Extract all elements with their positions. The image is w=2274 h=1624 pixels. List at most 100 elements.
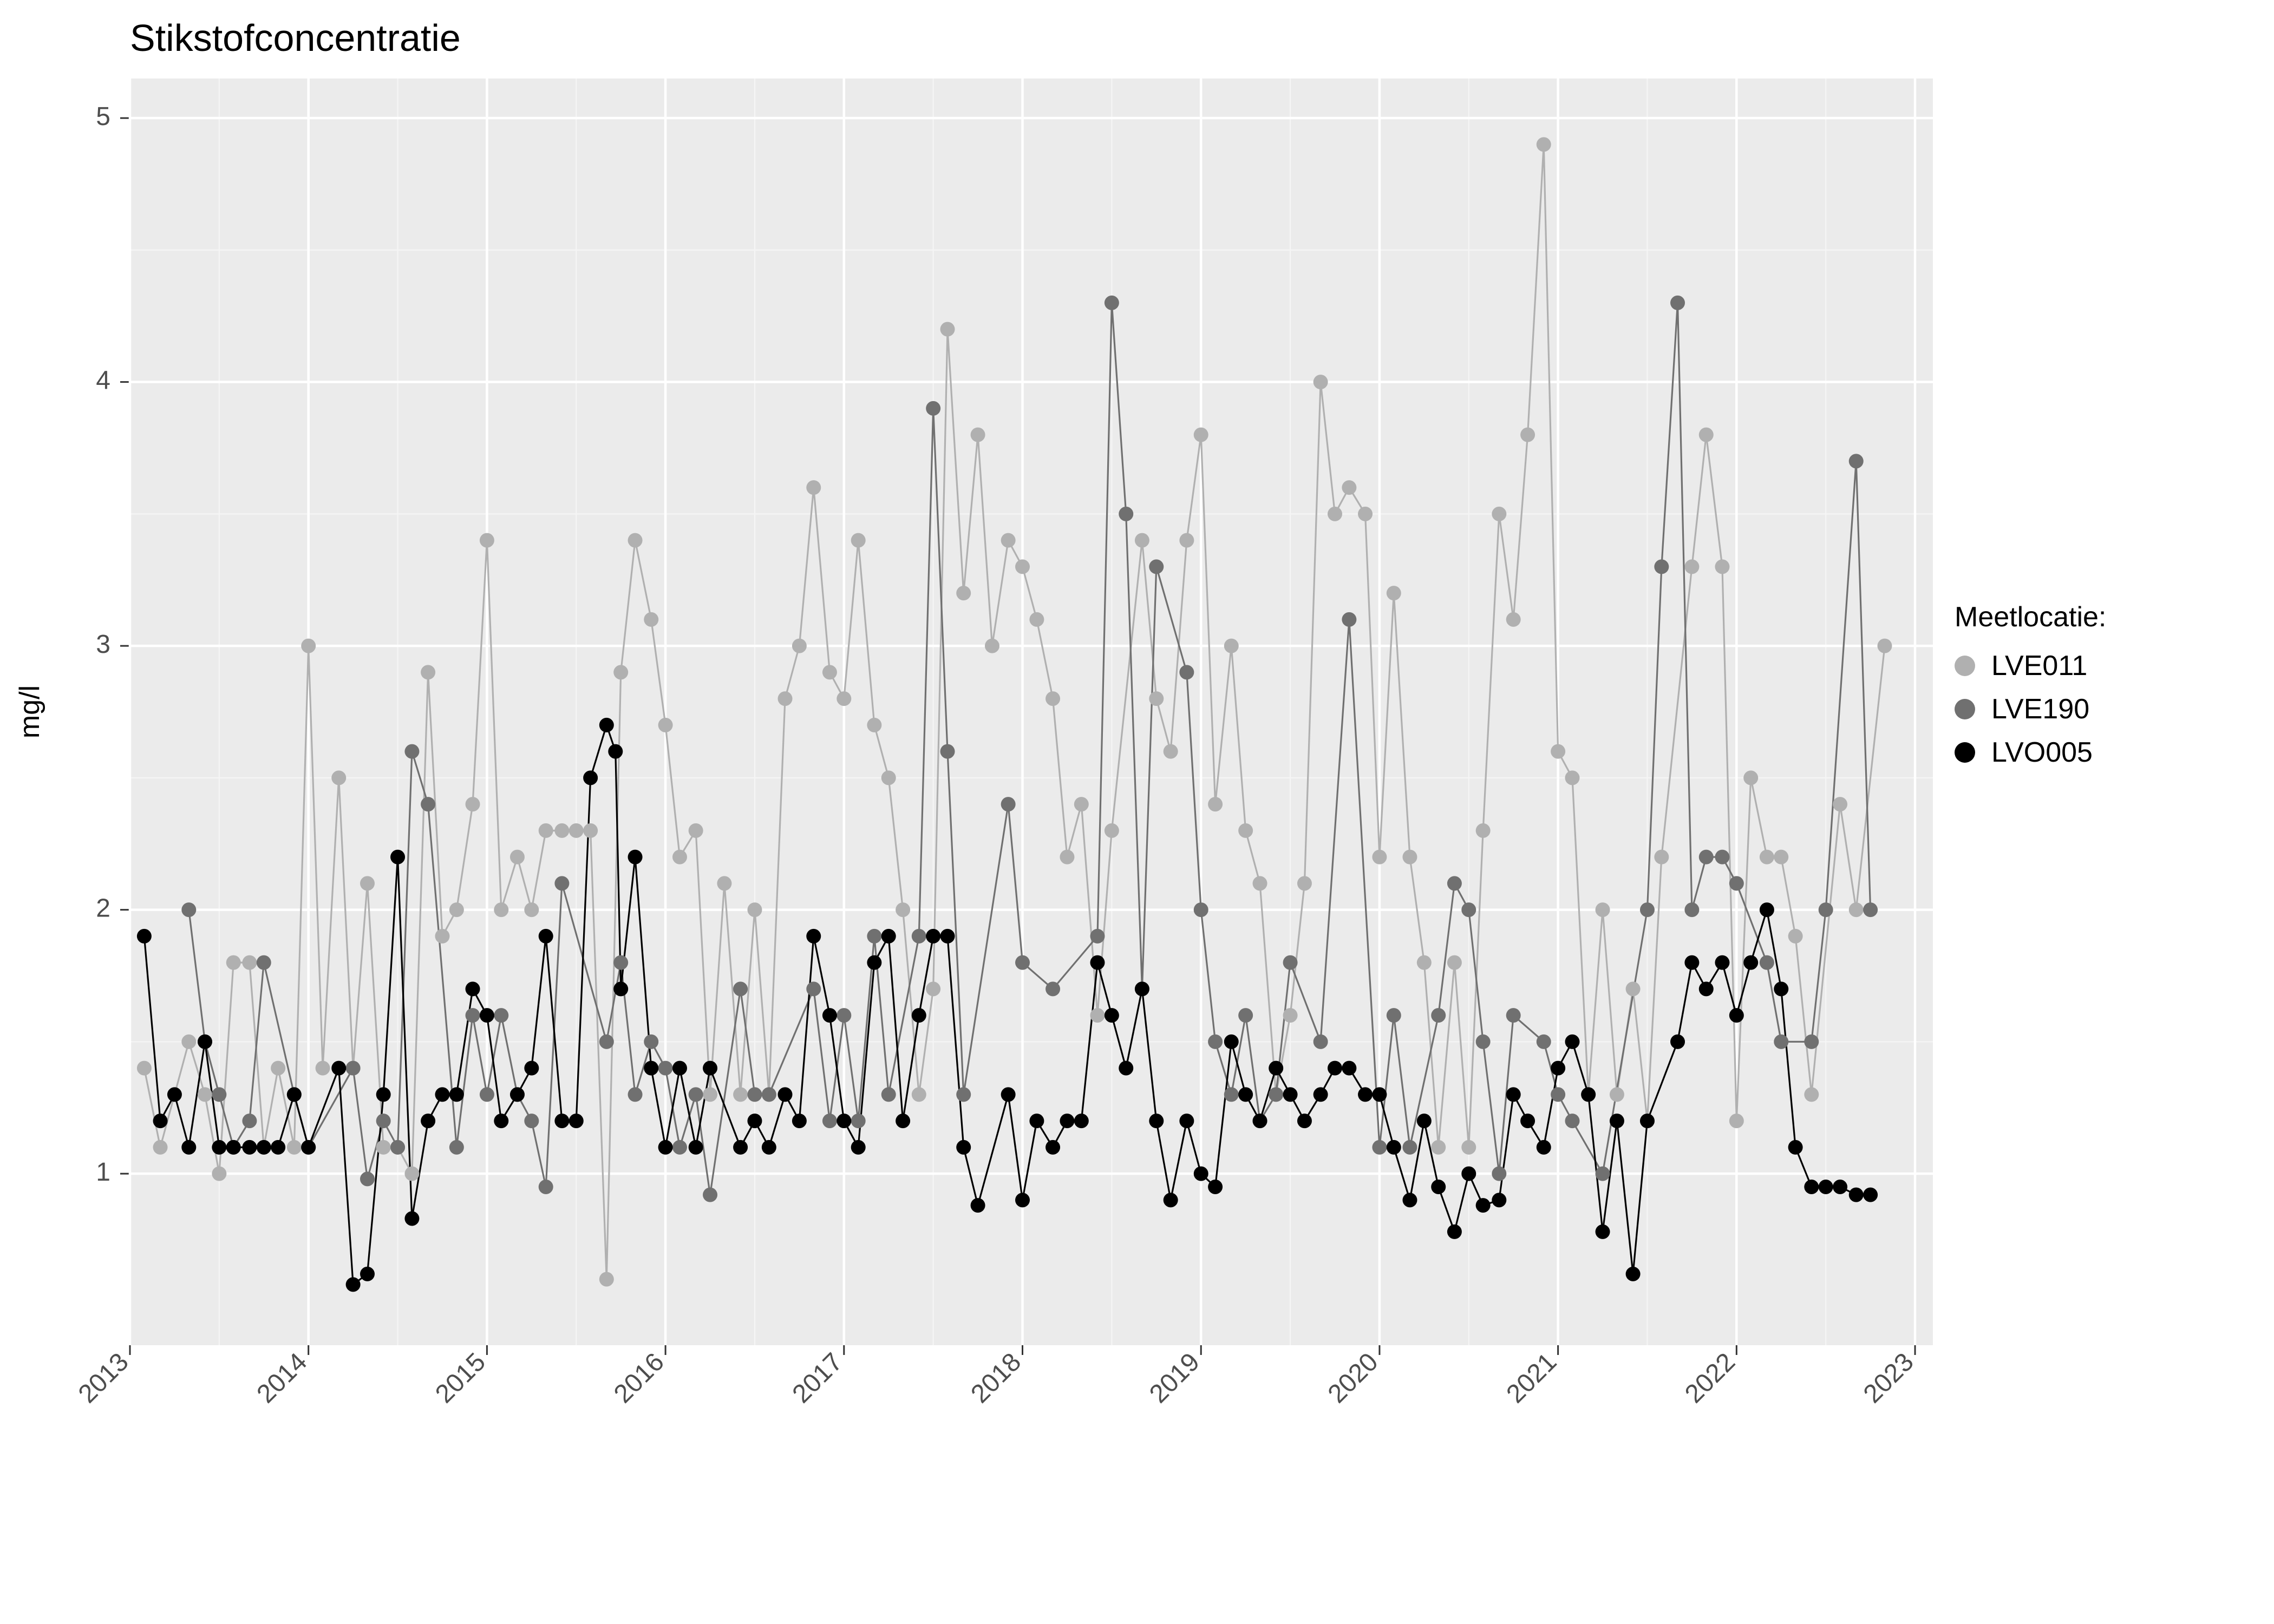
data-point [376, 1140, 391, 1155]
x-tick-label: 2016 [609, 1347, 670, 1409]
data-point [1520, 1114, 1535, 1128]
data-point [1431, 1180, 1446, 1194]
data-point [926, 981, 940, 996]
data-point [1074, 797, 1089, 811]
data-point [1224, 1034, 1239, 1049]
data-point [762, 1087, 776, 1102]
data-point [822, 1114, 837, 1128]
data-point [257, 955, 271, 970]
x-tick-label: 2020 [1323, 1347, 1384, 1409]
data-point [1402, 850, 1417, 865]
data-point [628, 533, 643, 548]
data-point [1447, 1224, 1462, 1239]
data-point [1581, 1087, 1596, 1102]
data-point [316, 1061, 330, 1076]
data-point [747, 1114, 762, 1128]
data-point [1208, 1180, 1223, 1194]
data-point [628, 1087, 643, 1102]
data-point [167, 1087, 182, 1102]
data-point [940, 744, 955, 759]
data-point [1238, 1008, 1253, 1023]
legend-label: LVO005 [1991, 736, 2093, 769]
data-point [466, 797, 480, 811]
data-point [658, 1061, 673, 1076]
data-point [1090, 929, 1105, 944]
data-point [1551, 1061, 1565, 1076]
data-point [198, 1087, 212, 1102]
data-point [689, 823, 703, 838]
data-point [1506, 1008, 1521, 1023]
data-point [1135, 533, 1149, 548]
data-point [1699, 428, 1714, 442]
data-point [658, 1140, 673, 1155]
data-point [242, 955, 257, 970]
data-point [837, 1008, 851, 1023]
data-point [1520, 428, 1535, 442]
data-point [778, 691, 793, 706]
data-point [539, 1180, 553, 1194]
plot-area: 1234520132014201520162017201820192020202… [76, 78, 1987, 1518]
data-point [287, 1087, 302, 1102]
data-point [1342, 612, 1356, 627]
data-point [1328, 1061, 1342, 1076]
data-point [421, 797, 435, 811]
data-point [837, 1114, 851, 1128]
data-point [1537, 1034, 1551, 1049]
data-point [733, 1140, 748, 1155]
data-point [1208, 1034, 1223, 1049]
data-point [1149, 691, 1164, 706]
legend-swatch [1955, 742, 1975, 763]
data-point [449, 1140, 464, 1155]
data-point [435, 929, 449, 944]
data-point [181, 902, 196, 917]
data-point [1372, 850, 1387, 865]
data-point [1699, 850, 1714, 865]
data-point [1105, 296, 1119, 310]
data-point [404, 1212, 419, 1226]
data-point [226, 955, 241, 970]
data-point [1551, 1087, 1565, 1102]
data-point [569, 823, 584, 838]
data-point [480, 533, 494, 548]
data-point [181, 1140, 196, 1155]
data-point [1387, 1140, 1401, 1155]
data-point [1565, 1114, 1580, 1128]
data-point [1105, 823, 1119, 838]
data-point [599, 1034, 614, 1049]
data-point [1447, 955, 1462, 970]
data-point [703, 1087, 717, 1102]
data-point [613, 665, 628, 679]
data-point [404, 1167, 419, 1181]
data-point [301, 1140, 316, 1155]
data-point [644, 612, 658, 627]
data-point [896, 1114, 910, 1128]
data-point [1492, 1167, 1506, 1181]
data-point [1358, 507, 1373, 521]
data-point [346, 1061, 361, 1076]
data-point [1877, 639, 1892, 653]
data-point [569, 1114, 584, 1128]
data-point [1596, 1167, 1610, 1181]
data-point [881, 929, 896, 944]
data-point [1238, 823, 1253, 838]
data-point [1029, 612, 1044, 627]
y-axis-label: mg/l [14, 685, 46, 738]
data-point [390, 1140, 405, 1155]
data-point [510, 850, 525, 865]
data-point [212, 1140, 226, 1155]
data-point [554, 823, 569, 838]
data-point [599, 1272, 614, 1287]
data-point [390, 850, 405, 865]
data-point [940, 322, 955, 337]
data-point [198, 1034, 212, 1049]
data-point [956, 1140, 971, 1155]
x-tick-label: 2018 [965, 1347, 1027, 1409]
data-point [153, 1140, 168, 1155]
data-point [837, 691, 851, 706]
data-point [912, 1008, 926, 1023]
data-point [1715, 955, 1729, 970]
data-point [912, 1087, 926, 1102]
data-point [762, 1140, 776, 1155]
data-point [851, 1114, 866, 1128]
data-point [703, 1061, 717, 1076]
